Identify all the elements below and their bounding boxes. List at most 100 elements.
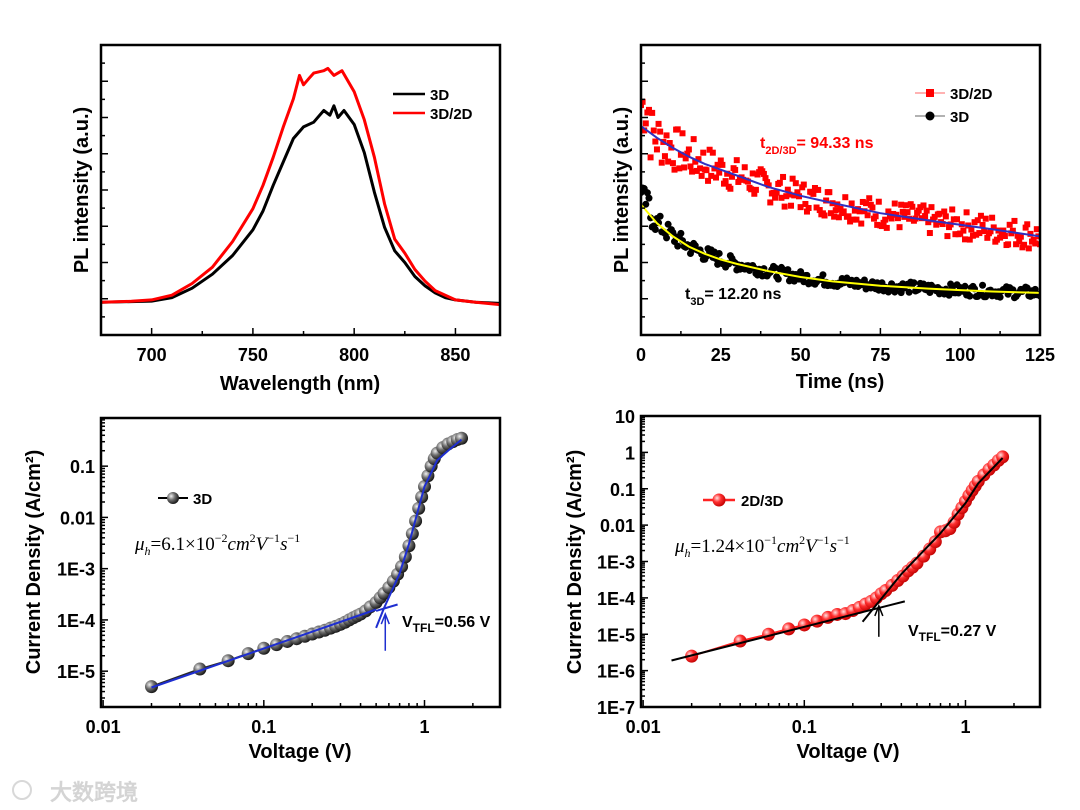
data-point: [902, 202, 909, 209]
data-point: [693, 167, 700, 174]
data-point: [717, 157, 724, 164]
data-point: [797, 204, 804, 211]
data-point: [727, 185, 734, 192]
data-point: [803, 208, 810, 215]
watermark: 大数跨境: [12, 780, 138, 806]
data-point: [905, 288, 913, 296]
watermark-logo-icon: [12, 780, 32, 800]
y-tick-label: 1E-3: [57, 560, 95, 580]
fit-curve-3d-2d: [641, 125, 1040, 238]
x-tick-label: 125: [1025, 345, 1055, 365]
sclc3d-vtfl: VTFL=0.56 V: [402, 614, 491, 635]
plot-area: [641, 98, 1040, 302]
data-point: [682, 155, 689, 162]
fit-line: [375, 438, 463, 629]
data-point: [831, 213, 838, 220]
data-point: [728, 173, 735, 180]
data-point: [674, 126, 681, 133]
data-point: [922, 213, 929, 220]
data-point: [705, 177, 712, 184]
data-point: [966, 292, 974, 300]
data-point: [733, 157, 740, 164]
data-point: [1021, 241, 1028, 248]
data-point: [794, 189, 801, 196]
data-point: [819, 271, 827, 279]
legend-label-2d3d: 2D/3D: [741, 493, 784, 510]
data-point: [977, 212, 984, 219]
data-point: [954, 216, 961, 223]
data-point: [679, 130, 686, 137]
data-point: [786, 191, 793, 198]
trpl-legend: 3D/2D 3D: [915, 86, 993, 126]
data-point: [749, 170, 756, 177]
data-point: [732, 166, 739, 173]
data-point: [1032, 240, 1039, 247]
data-point: [961, 282, 969, 290]
data-point: [960, 227, 967, 234]
watermark-text: 大数跨境: [50, 780, 138, 806]
data-point: [880, 219, 887, 226]
data-point: [848, 200, 855, 207]
trpl-lifetime-3d: t3D= 12.20 ns: [685, 286, 781, 308]
data-point: [826, 189, 833, 196]
data-point: [1037, 241, 1040, 248]
data-point: [788, 202, 795, 209]
data-point: [776, 179, 783, 186]
data-point: [966, 236, 973, 243]
data-point: [641, 98, 646, 105]
data-point: [653, 146, 660, 153]
data-point: [883, 224, 890, 231]
data-point: [692, 158, 699, 165]
data-point: [816, 207, 823, 214]
sclc-2d3d-panel: 0.01 0.1 1 1E-7 1E-6 1E-5 1E-4 1E-3 0.01 0.1 1 10: [597, 407, 1042, 737]
data-point: [928, 204, 935, 211]
data-point: [764, 179, 771, 186]
data-point: [984, 234, 991, 241]
pl-xlabel: Wavelength (nm): [220, 373, 380, 395]
legend-label-3d2d: 3D/2D: [430, 106, 473, 123]
data-point: [767, 199, 774, 206]
y-tick-label: 1E-7: [597, 698, 635, 718]
data-point: [827, 210, 834, 217]
data-point: [669, 160, 676, 167]
data-point: [968, 226, 975, 233]
data-point: [915, 207, 922, 214]
data-point: [1009, 227, 1016, 234]
data-point: [869, 204, 876, 211]
plot-frame: [639, 414, 1042, 709]
data-point: [982, 215, 989, 222]
data-point: [1005, 241, 1012, 248]
y-tick-label: 1: [625, 443, 635, 463]
data-point: [925, 219, 932, 226]
data-point: [813, 204, 820, 211]
y-tick-label: 10: [615, 407, 635, 427]
data-point: [716, 169, 723, 176]
data-point: [909, 203, 916, 210]
data-point: [961, 236, 968, 243]
legend-label-3d: 3D: [430, 87, 449, 104]
data-point: [685, 146, 692, 153]
data-point: [661, 153, 668, 160]
data-point: [888, 215, 895, 222]
data-point: [853, 216, 860, 223]
data-point: [748, 186, 755, 193]
x-tick-label: 800: [339, 345, 369, 365]
data-point: [773, 189, 780, 196]
data-point: [904, 209, 911, 216]
x-tick-label: 0.1: [792, 717, 817, 737]
data-point: [939, 221, 946, 228]
sclc2d3d-xlabel: Voltage (V): [797, 741, 900, 763]
data-point: [772, 194, 779, 201]
x-tick-label: 700: [137, 345, 167, 365]
data-point: [969, 232, 976, 239]
data-point: [642, 200, 650, 208]
vtfl-arrow-icon: [380, 612, 390, 651]
data-point: [872, 213, 879, 220]
data-point: [1014, 232, 1021, 239]
y-tick-label: 1E-4: [597, 589, 635, 609]
arrow-head: [380, 612, 390, 625]
data-point: [714, 161, 721, 168]
data-point: [1024, 221, 1031, 228]
plot-area: [671, 450, 1010, 663]
